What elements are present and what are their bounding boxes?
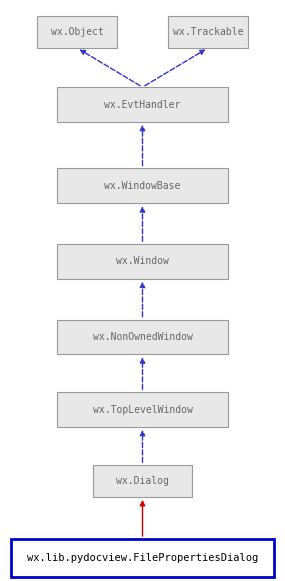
FancyBboxPatch shape xyxy=(57,168,228,203)
FancyBboxPatch shape xyxy=(37,16,117,48)
FancyBboxPatch shape xyxy=(57,320,228,354)
Text: wx.Trackable: wx.Trackable xyxy=(173,27,243,37)
FancyBboxPatch shape xyxy=(11,539,274,576)
FancyBboxPatch shape xyxy=(93,465,192,497)
Text: wx.WindowBase: wx.WindowBase xyxy=(104,181,181,191)
Text: wx.lib.pydocview.FilePropertiesDialog: wx.lib.pydocview.FilePropertiesDialog xyxy=(27,553,258,563)
Text: wx.NonOwnedWindow: wx.NonOwnedWindow xyxy=(93,332,192,342)
Text: wx.TopLevelWindow: wx.TopLevelWindow xyxy=(93,404,192,415)
FancyBboxPatch shape xyxy=(57,87,228,122)
Text: wx.Window: wx.Window xyxy=(116,256,169,267)
FancyBboxPatch shape xyxy=(57,244,228,279)
FancyBboxPatch shape xyxy=(168,16,248,48)
FancyBboxPatch shape xyxy=(57,392,228,427)
Text: wx.EvtHandler: wx.EvtHandler xyxy=(104,99,181,110)
Text: wx.Object: wx.Object xyxy=(50,27,103,37)
Text: wx.Dialog: wx.Dialog xyxy=(116,476,169,486)
